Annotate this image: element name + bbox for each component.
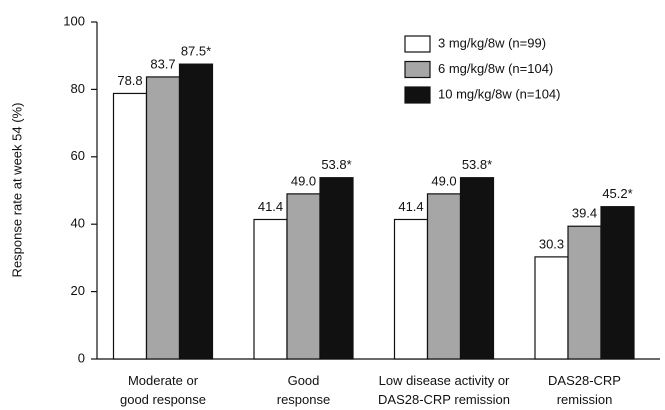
legend-label: 6 mg/kg/8w (n=104) [438,61,553,76]
bar [145,76,181,360]
x-tick-label-line: Low disease activity or [379,373,510,388]
x-tick-label-line: remission [557,392,613,407]
y-tick-label: 0 [78,350,85,365]
x-tick-label-line: response [277,392,330,407]
y-tick-label: 80 [71,81,85,96]
x-tick-label-line: Good [288,373,320,388]
x-tick-label: Good response [277,373,330,407]
bar [426,193,462,360]
y-tick-label: 60 [71,148,85,163]
legend-swatch [404,86,431,104]
legend-label: 3 mg/kg/8w (n=99) [438,35,546,50]
value-label: 87.5* [181,44,211,59]
bar [534,256,569,360]
bar [112,92,148,360]
bar [393,218,429,360]
y-tick-label: 20 [71,283,85,298]
value-label: 78.8 [117,73,142,88]
legend-label: 10 mg/kg/8w (n=104) [438,86,560,101]
value-label: 30.3 [539,236,564,251]
value-label: 41.4 [398,199,423,214]
bar [319,177,354,360]
bar [600,206,635,360]
legend-swatch [404,35,431,53]
bar [459,177,495,360]
value-label: 53.8* [462,157,492,172]
x-tick-label: Low disease activity or DAS28-CRP remissi… [378,373,510,407]
value-label: 53.8* [321,157,351,172]
bar [253,218,288,360]
x-tick-label-line: DAS28-CRP remission [378,392,510,407]
x-tick-label-line: DAS28-CRP [548,373,621,388]
value-label: 45.2* [602,186,632,201]
value-label: 49.0 [431,173,456,188]
x-tick-label: DAS28-CRP remission [548,373,621,407]
bar [178,63,214,360]
bar [567,225,602,360]
value-label: 39.4 [572,206,597,221]
x-tick-label: Moderate or good response [120,373,206,407]
y-tick-label: 40 [71,216,85,231]
value-label: 83.7 [150,56,175,71]
bar [286,193,321,360]
x-tick-label-line: good response [120,392,206,407]
y-tick-label: 100 [63,13,85,28]
y-axis-label: Response rate at week 54 (%) [9,103,24,278]
value-label: 41.4 [258,199,283,214]
legend-swatch [404,60,431,79]
x-tick-label-line: Moderate or [128,373,199,388]
value-label: 49.0 [291,173,316,188]
